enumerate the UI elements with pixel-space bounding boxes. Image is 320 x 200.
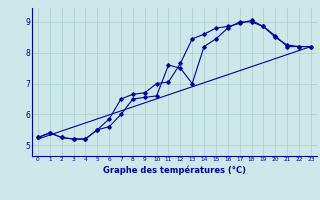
X-axis label: Graphe des températures (°C): Graphe des températures (°C) bbox=[103, 165, 246, 175]
